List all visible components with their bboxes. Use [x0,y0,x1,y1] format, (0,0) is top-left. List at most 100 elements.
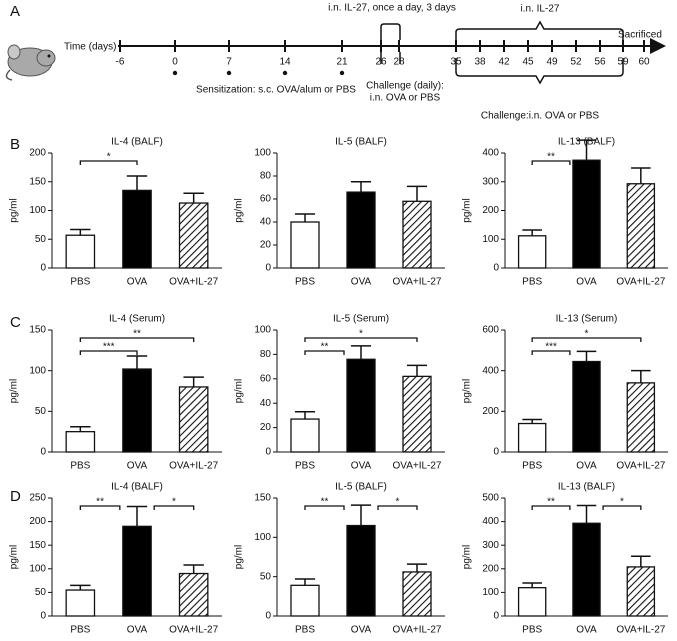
sig-bracket [531,160,571,165]
chart-title: IL-4 (BALF) [111,482,163,493]
bar [122,189,152,269]
sig-bracket [153,505,195,510]
chart-title: IL-13 (Serum) [556,314,618,325]
x-tick-label: OVA [351,461,372,472]
sig-bracket [304,350,345,355]
chart-title: IL-4 (BALF) [111,137,163,148]
y-tick-label: 150 [254,493,271,504]
y-tick-label: 100 [254,532,271,543]
sig-bracket [377,505,418,510]
panel-letter: D [10,488,21,505]
sig-bracket [304,505,345,510]
chart-title: IL-5 (BALF) [335,482,387,493]
x-tick-label: OVA [127,625,148,636]
sensitization-dot [226,70,232,76]
y-tick-label: 80 [260,349,272,360]
y-tick-label: 200 [29,516,46,527]
y-tick-label: 0 [265,263,271,274]
timeline-tick-label: 7 [226,57,232,68]
sensitization-dot [339,70,345,76]
y-tick-label: 0 [40,447,46,458]
panel-letter: A [10,3,20,20]
x-tick-label: OVA+IL-27 [616,625,665,636]
timeline-tick-label: 56 [594,57,606,68]
sig-bracket [304,337,418,342]
timeline-tick-label: 26 [375,57,387,68]
x-tick-label: OVA+IL-27 [392,625,441,636]
x-tick-label: PBS [295,277,315,288]
y-tick-label: 60 [260,194,272,205]
y-tick-label: 250 [29,493,46,504]
y-tick-label: 400 [482,148,499,159]
bar [572,360,601,453]
x-tick-label: OVA+IL-27 [392,277,441,288]
x-tick-label: OVA+IL-27 [616,277,665,288]
timeline-tick-label: 42 [498,57,510,68]
bar [65,431,96,453]
x-tick-label: OVA+IL-27 [169,277,218,288]
timeline-tick-label: -6 [116,57,125,68]
y-axis-label: pg/ml [462,198,473,222]
timeline-tick-label: 28 [393,57,405,68]
y-axis-label: pg/ml [234,545,245,569]
y-tick-label: 400 [482,365,499,376]
x-tick-label: PBS [522,461,542,472]
challenge-daily-label: Challenge (daily): [366,81,444,92]
y-tick-label: 100 [482,587,499,598]
bar [290,418,320,453]
y-tick-label: 200 [482,406,499,417]
x-tick-label: OVA+IL-27 [169,461,218,472]
y-tick-label: 50 [35,406,47,417]
x-tick-label: PBS [70,461,90,472]
bar [572,522,601,617]
y-tick-label: 150 [29,325,46,336]
y-tick-label: 200 [482,563,499,574]
bar [402,571,432,617]
y-tick-label: 100 [29,205,46,216]
bar [65,234,96,269]
y-tick-label: 0 [265,447,271,458]
bar [626,183,656,269]
timeline-tick-label: 49 [546,57,558,68]
x-tick-label: OVA+IL-27 [392,461,441,472]
sig-label: *** [545,342,557,353]
il27-label: i.n. IL-27 [521,4,560,15]
sig-label: * [396,497,400,508]
y-tick-label: 0 [40,263,46,274]
y-tick-label: 20 [260,240,272,251]
timeline-tick-label: 14 [279,57,291,68]
bar [346,358,376,453]
y-tick-label: 150 [29,540,46,551]
y-tick-label: 100 [29,563,46,574]
x-tick-label: PBS [295,625,315,636]
x-tick-label: PBS [70,277,90,288]
y-tick-label: 50 [35,587,47,598]
sig-label: * [359,329,363,340]
y-tick-label: 0 [40,611,46,622]
sig-label: ** [96,497,104,508]
sig-label: * [585,329,589,340]
timeline-tick-label: 59 [617,57,629,68]
bar [626,382,656,453]
y-tick-label: 400 [482,516,499,527]
sig-label: * [620,497,624,508]
y-tick-label: 0 [493,447,499,458]
sig-bracket [531,350,571,355]
sig-label: * [107,152,111,163]
y-tick-label: 100 [254,325,271,336]
y-axis-label: pg/ml [462,379,473,403]
x-tick-label: OVA [351,625,372,636]
timeline-tick-label: 60 [638,57,650,68]
y-tick-label: 600 [482,325,499,336]
y-tick-label: 60 [260,373,272,384]
sensitization-label: Sensitization: s.c. OVA/alum or PBS [196,85,356,96]
x-tick-label: PBS [70,625,90,636]
y-tick-label: 20 [260,422,272,433]
y-tick-label: 150 [29,176,46,187]
y-tick-label: 300 [482,176,499,187]
timeline-tick-label: 35 [450,57,462,68]
y-tick-label: 200 [482,205,499,216]
x-tick-label: PBS [295,461,315,472]
end-label: Sacrificed [618,30,662,41]
bracket [455,58,624,85]
